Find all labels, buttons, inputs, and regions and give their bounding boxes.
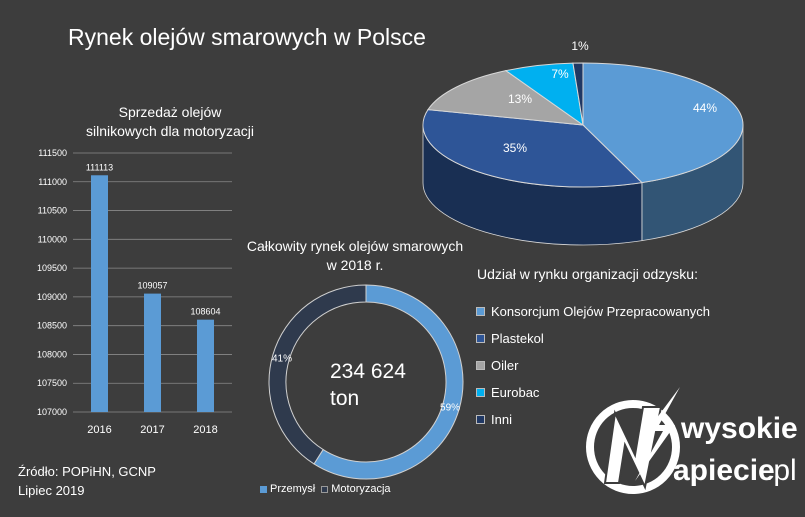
pie-legend-label: Eurobac [491,385,540,400]
bar-ytick-label: 111500 [38,148,67,158]
logo-suffix: .pl [765,454,797,487]
bar-ytick-label: 111000 [38,177,67,187]
bar-chart-title-line-1: Sprzedaż olejów [118,104,222,120]
bar-ytick-label: 109500 [37,263,67,273]
bar-chart-title: Sprzedaż olejów silnikowych dla motoryza… [70,103,270,141]
donut-center-total: 234 624 ton [330,358,406,412]
logo: wysokie apiecie .pl [586,387,798,494]
logo-word-2: apiecie [673,454,775,487]
bar-value-label: 111113 [86,162,113,172]
donut-legend-item: Motoryzacja [321,483,391,495]
bar-ytick-label: 108500 [37,321,67,331]
legend-swatch [476,415,485,424]
legend-swatch [476,334,485,343]
bar-ytick-label: 107000 [37,407,67,417]
pie3d-slice-label: 13% [508,92,532,106]
lightning-n-icon [586,387,680,494]
donut-legend-item: Przemysł [260,483,315,495]
bar-ytick-label: 109000 [37,292,67,302]
donut-slice-label: 59% [440,402,460,413]
donut-legend-label: Motoryzacja [331,483,391,495]
pie-legend-label: Inni [491,412,512,427]
source-note: Źródło: POPiHN, GCNP Lipiec 2019 [18,462,156,500]
donut-center-unit: ton [330,387,360,410]
pie-legend-item: Konsorcjum Olejów Przepracowanych [476,298,710,325]
donut-legend-label: Przemysł [270,483,316,495]
pie3d-chart: 44% 35% 13% 7% 1% [422,40,744,246]
legend-swatch [476,361,485,370]
bar-value-label: 108604 [190,307,220,317]
bar-2017 [144,293,161,412]
pie3d-slice-label: 7% [551,67,569,81]
source-line-2: Lipiec 2019 [18,483,85,498]
page-title: Rynek olejów smarowych w Polsce [68,24,426,50]
legend-swatch [321,485,329,493]
pie3d-slice-oiler [427,70,585,126]
bar-xtick-label: 2017 [140,424,164,436]
pie-legend-label: Oiler [491,358,519,373]
bar-xtick-label: 2018 [193,424,217,436]
pie3d-slice-inni [572,62,584,126]
bar-2016 [91,175,108,412]
donut-slice-label: 41% [272,354,292,365]
bar-2018 [197,319,214,412]
pie3d-slice-label: 1% [571,40,589,53]
donut-chart: 59% 41% [268,284,464,480]
donut-slice-motoryzacja [268,284,367,465]
pie-legend: Konsorcjum Olejów Przepracowanych Plastek… [476,298,710,433]
logo-word-1: wysokie [680,412,798,445]
donut-center-value: 234 624 [330,360,406,383]
pie3d-slice-label: 44% [693,101,717,115]
legend-swatch [476,307,485,316]
bar-chart: 111500 111000 110500 110000 109500 109000 1085… [37,148,232,436]
bar-ytick-label: 110500 [38,206,67,216]
pie-legend-item: Oiler [476,352,710,379]
donut-legend: Przemysł Motoryzacja [260,483,397,495]
source-line-1: Źródło: POPiHN, GCNP [18,464,156,479]
bar-ytick-label: 108000 [37,349,67,359]
pie3d-slice-konsorcjum-olejów-przepracowanych [582,62,744,184]
pie-legend-item: Eurobac [476,379,710,406]
bar-chart-title-line-2: silnikowych dla motoryzacji [85,123,255,139]
pie-legend-label: Konsorcjum Olejów Przepracowanych [491,304,710,319]
bar-ytick-label: 107500 [37,378,67,388]
legend-swatch [476,388,485,397]
donut-chart-title: Całkowity rynek olejów smarowych w 2018 … [240,237,470,275]
pie3d-slice-label: 35% [503,141,527,155]
pie-legend-title: Udział w rynku organizacji odzysku: [477,266,698,282]
bar-xtick-label: 2016 [87,424,111,436]
pie-legend-label: Plastekol [491,331,544,346]
donut-chart-title-line-1: Całkowity rynek olejów smarowych [246,238,464,254]
bar-ytick-label: 110000 [38,234,67,244]
pie-legend-item: Inni [476,406,710,433]
pie-legend-item: Plastekol [476,325,710,352]
donut-chart-title-line-2: w 2018 r. [326,257,384,273]
legend-swatch [260,485,267,493]
bar-value-label: 109057 [137,281,167,291]
pie3d-slice-plastekol [422,109,643,188]
